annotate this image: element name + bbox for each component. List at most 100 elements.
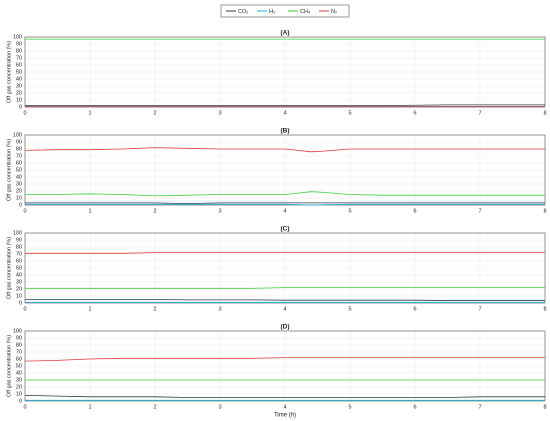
y-tick-label: 10: [16, 97, 22, 103]
x-tick-label: 8: [543, 404, 546, 410]
x-tick-label: 8: [543, 306, 546, 312]
y-tick-label: 90: [16, 41, 22, 47]
x-tick-label: 7: [478, 208, 481, 214]
y-tick-label: 70: [16, 251, 22, 257]
series-line: [24, 357, 545, 362]
legend-label: CH₄: [300, 9, 311, 15]
y-tick-label: 70: [16, 55, 22, 61]
x-tick-label: 1: [88, 404, 91, 410]
x-tick-label: 2: [153, 208, 156, 214]
y-axis-label: Off gas concentration (%): [6, 237, 12, 299]
x-tick-label: 7: [478, 110, 481, 116]
y-tick-label: 40: [16, 370, 22, 376]
panel-title: (C): [280, 226, 289, 233]
y-tick-label: 60: [16, 160, 22, 166]
y-tick-label: 100: [13, 34, 22, 40]
x-tick-label: 7: [478, 306, 481, 312]
y-tick-label: 10: [16, 391, 22, 397]
x-tick-label: 6: [413, 306, 416, 312]
x-tick-label: 4: [283, 404, 286, 410]
x-tick-label: 7: [478, 404, 481, 410]
x-tick-label: 3: [218, 306, 221, 312]
x-tick-label: 4: [283, 306, 286, 312]
y-tick-label: 100: [13, 328, 22, 334]
y-tick-label: 40: [16, 76, 22, 82]
x-tick-label: 5: [348, 404, 351, 410]
y-tick-label: 50: [16, 167, 22, 173]
y-tick-label: 40: [16, 272, 22, 278]
series-line: [25, 191, 545, 197]
panel-title: (A): [280, 30, 289, 37]
panel-title: (D): [280, 324, 289, 331]
x-tick-label: 3: [218, 110, 221, 116]
panel-title: (B): [280, 128, 289, 135]
y-tick-label: 0: [19, 398, 22, 404]
y-tick-label: 80: [16, 342, 22, 348]
x-tick-label: 5: [348, 208, 351, 214]
y-tick-label: 40: [16, 174, 22, 180]
x-tick-label: 1: [88, 110, 91, 116]
y-axis-label: Off gas concentration (%): [6, 335, 12, 397]
y-tick-label: 20: [16, 286, 22, 292]
x-tick-label: 8: [543, 208, 546, 214]
y-axis-label: Off gas concentration (%): [6, 41, 12, 103]
legend-label: H₂: [269, 9, 275, 15]
y-tick-label: 100: [13, 230, 22, 236]
y-tick-label: 90: [16, 335, 22, 341]
x-tick-label: 5: [348, 110, 351, 116]
y-axis-label: Off gas concentration (%): [6, 139, 12, 201]
y-tick-label: 80: [16, 146, 22, 152]
y-tick-label: 20: [16, 384, 22, 390]
series-line: [25, 202, 545, 205]
x-tick-label: 5: [348, 306, 351, 312]
legend-label: N₂: [331, 9, 337, 15]
plot-frame: [24, 232, 546, 304]
y-tick-label: 100: [13, 132, 22, 138]
x-tick-label: 2: [153, 404, 156, 410]
x-tick-label: 4: [283, 208, 286, 214]
x-tick-label: 2: [153, 110, 156, 116]
y-tick-label: 50: [16, 363, 22, 369]
x-tick-label: 0: [23, 306, 26, 312]
y-tick-label: 70: [16, 153, 22, 159]
series-line: [24, 147, 545, 153]
y-tick-label: 0: [19, 202, 22, 208]
y-tick-label: 10: [16, 195, 22, 201]
legend-box: [220, 4, 350, 18]
x-tick-label: 1: [88, 208, 91, 214]
y-tick-label: 30: [16, 279, 22, 285]
x-tick-label: 0: [23, 208, 26, 214]
y-tick-label: 60: [16, 258, 22, 264]
y-tick-label: 50: [16, 69, 22, 75]
x-tick-label: 4: [283, 110, 286, 116]
y-tick-label: 0: [19, 104, 22, 110]
x-tick-label: 3: [218, 208, 221, 214]
y-tick-label: 30: [16, 181, 22, 187]
x-tick-label: 6: [413, 208, 416, 214]
y-tick-label: 20: [16, 188, 22, 194]
legend-label: CO₂: [238, 9, 248, 15]
y-tick-label: 30: [16, 83, 22, 89]
series-line: [25, 299, 545, 301]
y-tick-label: 60: [16, 356, 22, 362]
y-tick-label: 20: [16, 90, 22, 96]
y-tick-label: 10: [16, 293, 22, 299]
x-tick-label: 1: [88, 306, 91, 312]
x-axis-label: Time (h): [274, 413, 296, 419]
plot-frame: [24, 134, 546, 206]
y-tick-label: 0: [19, 300, 22, 306]
series-line: [24, 395, 545, 398]
series-line: [25, 203, 545, 206]
plot-frame: [24, 330, 546, 402]
x-tick-label: 8: [543, 110, 546, 116]
x-tick-label: 0: [23, 404, 26, 410]
series-line: [25, 287, 545, 289]
y-tick-label: 60: [16, 62, 22, 68]
y-tick-label: 70: [16, 349, 22, 355]
series-line: [25, 252, 545, 254]
x-tick-label: 0: [23, 110, 26, 116]
y-tick-label: 80: [16, 244, 22, 250]
y-tick-label: 50: [16, 265, 22, 271]
